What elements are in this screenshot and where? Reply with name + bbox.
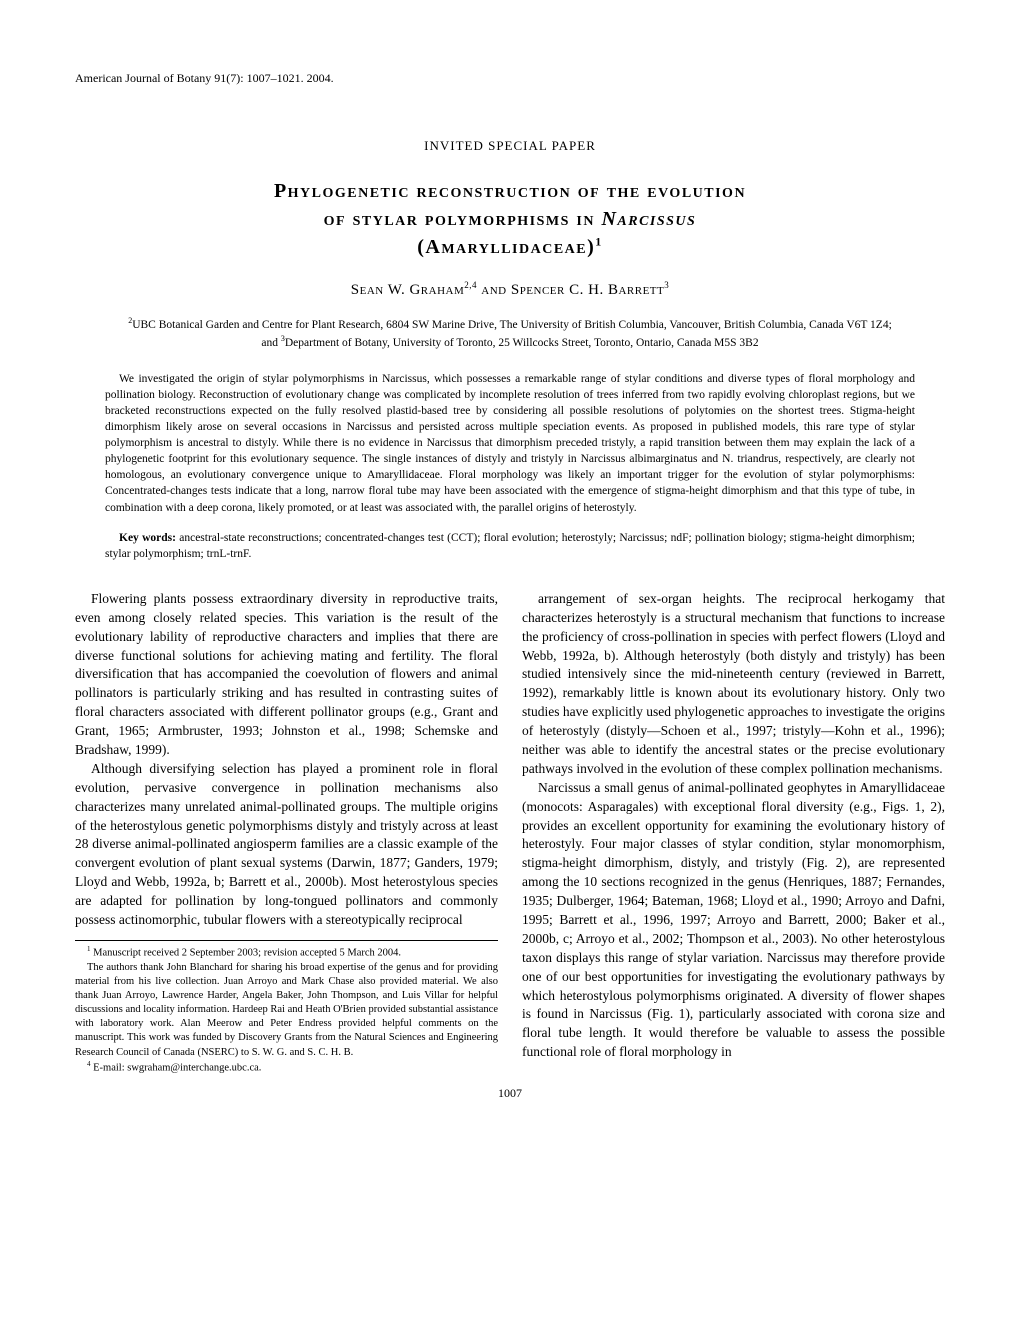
footnotes: 1 Manuscript received 2 September 2003; … — [75, 940, 498, 1076]
footnote-ack: The authors thank John Blanchard for sha… — [75, 961, 498, 1060]
invited-label: INVITED SPECIAL PAPER — [75, 137, 945, 155]
body-p4: Narcissus a small genus of animal-pollin… — [522, 779, 945, 1062]
affiliations: 2UBC Botanical Garden and Centre for Pla… — [125, 315, 895, 351]
author-and: and Spencer C. H. Barrett — [477, 282, 664, 298]
fn4-text: E-mail: swgraham@interchange.ubc.ca. — [91, 1062, 262, 1073]
abstract-text: We investigated the origin of stylar pol… — [105, 371, 915, 516]
affil-text-2: Department of Botany, University of Toro… — [285, 337, 759, 349]
authors: Sean W. Graham2,4 and Spencer C. H. Barr… — [75, 279, 945, 301]
author-2-sup: 3 — [664, 280, 669, 290]
keywords-text: ancestral-state reconstructions; concent… — [105, 532, 915, 560]
body-p1: Flowering plants possess extraordinary d… — [75, 590, 498, 760]
keywords: Key words: ancestral-state reconstructio… — [105, 530, 915, 562]
body-columns: Flowering plants possess extraordinary d… — [75, 590, 945, 1076]
author-1: Sean W. Graham — [351, 282, 465, 298]
footnote-1: 1 Manuscript received 2 September 2003; … — [75, 945, 498, 961]
abstract: We investigated the origin of stylar pol… — [105, 371, 915, 516]
page-number: 1007 — [75, 1085, 945, 1102]
author-1-sup: 2,4 — [464, 280, 477, 290]
paper-title: Phylogenetic reconstruction of the evolu… — [75, 177, 945, 261]
title-line-1: Phylogenetic reconstruction of the evolu… — [274, 180, 746, 202]
title-line-3: (Amaryllidaceae) — [417, 236, 595, 258]
title-sup: 1 — [595, 234, 603, 248]
body-p3: arrangement of sex-organ heights. The re… — [522, 590, 945, 779]
body-p4-text: Narcissus a small genus of animal-pollin… — [522, 780, 945, 1059]
title-line-2: of stylar polymorphisms in — [324, 208, 602, 230]
title-genus: Narcissus — [601, 208, 696, 230]
keywords-label: Key words: — [119, 532, 176, 544]
journal-header: American Journal of Botany 91(7): 1007–1… — [75, 70, 945, 87]
body-p2: Although diversifying selection has play… — [75, 760, 498, 930]
fn1-text: Manuscript received 2 September 2003; re… — [91, 947, 402, 958]
footnote-4: 4 E-mail: swgraham@interchange.ubc.ca. — [75, 1060, 498, 1076]
